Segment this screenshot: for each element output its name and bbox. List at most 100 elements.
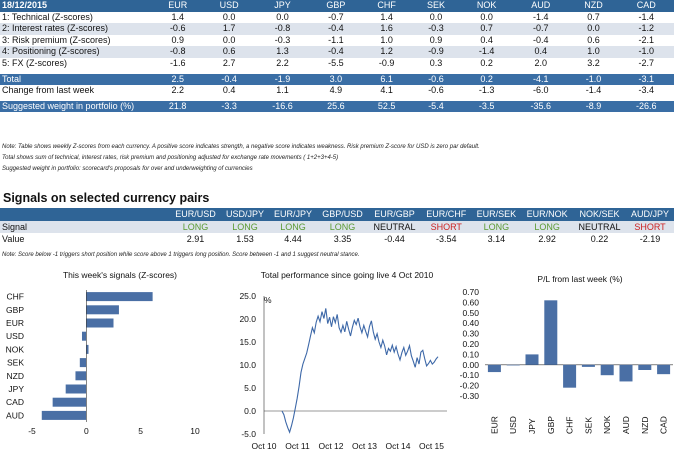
cell: 6.1 <box>361 73 412 86</box>
bar <box>581 364 595 367</box>
cell: 1.4 <box>171 11 184 22</box>
cell: -0.9 <box>378 57 395 68</box>
col-header: SEK <box>411 0 461 12</box>
report-date: 18/12/2015 <box>0 0 152 12</box>
value-cell: 1.53 <box>236 234 254 244</box>
cell: -26.6 <box>618 100 674 113</box>
x-tick-label: Oct 11 <box>285 441 310 451</box>
x-tick-label: Oct 13 <box>352 441 377 451</box>
y-tick-label: 25.0 <box>239 291 256 301</box>
y-tick-label: 0.70 <box>462 287 479 297</box>
scorecard-table: 18/12/2015 EUR USD JPY GBP CHF SEK NOK A… <box>0 0 674 113</box>
x-tick-label: Oct 14 <box>385 441 410 451</box>
y-tick-label: -5.0 <box>241 429 256 439</box>
bar <box>79 358 87 368</box>
bar <box>75 371 87 381</box>
row-label: 2: Interest rates (Z-scores) <box>0 23 152 35</box>
y-tick-label: 15.0 <box>239 337 256 347</box>
y-tick-label: -0.20 <box>460 381 480 391</box>
y-tick-label: 0.00 <box>462 360 479 370</box>
cell: -5.4 <box>411 100 461 113</box>
cell: -5.5 <box>328 57 344 68</box>
cell: -0.6 <box>411 73 461 86</box>
cell: 0.0 <box>222 11 236 22</box>
value-cell: -3.54 <box>436 234 457 244</box>
category-label: GBP <box>6 305 24 315</box>
y-tick-label: 10.0 <box>239 360 256 370</box>
category-label: EUR <box>6 318 24 328</box>
value-cell: -0.44 <box>384 234 405 244</box>
col-header: NZD <box>568 0 619 12</box>
pair-header: EUR/JPY <box>269 208 317 221</box>
value-cell: 3.14 <box>487 234 506 244</box>
cell: -2.7 <box>638 57 654 68</box>
pair-header: EUR/SEK <box>471 208 522 221</box>
cell: 1.6 <box>361 23 412 35</box>
x-tick-label: 10 <box>190 426 200 436</box>
cell: 1.3 <box>254 46 311 58</box>
table-row: 5: FX (Z-scores) -1.6 2.7 2.2 -5.5 -0.9 … <box>0 58 674 70</box>
category-label: CHF <box>7 292 24 302</box>
total-row: Total 2.5 -0.4 -1.9 3.0 6.1 -0.6 0.2 -4.… <box>0 73 674 86</box>
cell: 52.5 <box>361 100 412 113</box>
col-header: JPY <box>254 0 311 12</box>
pair-header: EUR/GBP <box>368 208 422 221</box>
value-cell: 2.91 <box>186 234 205 244</box>
cell: -0.8 <box>152 46 204 58</box>
cell: 0.4 <box>480 34 493 45</box>
cell: 0.9 <box>171 34 184 45</box>
signal-cell: LONG <box>521 220 574 233</box>
pair-header: EUR/USD <box>170 208 222 221</box>
cell: 4.1 <box>380 85 393 96</box>
cell: -0.9 <box>411 46 461 58</box>
x-tick-label: 0 <box>84 426 89 436</box>
cell: -1.0 <box>618 46 674 58</box>
chart-title: Total performance since going live 4 Oct… <box>261 270 434 280</box>
cell: -3.5 <box>460 100 514 113</box>
category-label: JPY <box>8 384 24 394</box>
cell: -1.4 <box>532 11 549 22</box>
signal-cell: LONG <box>316 220 369 233</box>
cell: -1.9 <box>254 73 311 86</box>
bar <box>65 384 87 394</box>
change-row: Change from last week 2.2 0.4 1.1 4.9 4.… <box>0 85 674 97</box>
category-label: NOK <box>602 415 612 434</box>
bar <box>86 344 89 354</box>
value-cell: 2.92 <box>538 234 556 244</box>
cell: -0.6 <box>428 85 444 96</box>
value-cell: 3.35 <box>333 234 352 244</box>
category-label: NZD <box>7 371 24 381</box>
signal-cell: LONG <box>269 220 317 233</box>
signals-section-title: Signals on selected currency pairs <box>3 191 210 205</box>
x-tick-label: Oct 12 <box>318 441 343 451</box>
cell: 0.4 <box>222 85 236 96</box>
cell: 1.7 <box>203 23 255 35</box>
cell: -16.6 <box>254 100 311 113</box>
signal-cell: LONG <box>221 220 270 233</box>
cell: 0.4 <box>513 46 569 58</box>
col-header: USD <box>203 0 255 12</box>
value-row: Value 2.91 1.53 4.44 3.35 -0.44 -3.54 3.… <box>0 233 674 246</box>
y-tick-label: 0.20 <box>462 339 479 349</box>
cell: -0.3 <box>274 34 291 45</box>
y-tick-label: 0.40 <box>462 318 479 328</box>
cell: 2.2 <box>276 57 289 68</box>
cell: 0.3 <box>429 57 443 68</box>
cell: -0.7 <box>513 23 569 35</box>
cell: -0.4 <box>532 34 549 45</box>
cell: -1.2 <box>618 23 674 35</box>
y-tick-label: 0.60 <box>462 297 479 307</box>
cell: 1.0 <box>568 46 619 58</box>
pair-header: EUR/NOK <box>521 208 574 221</box>
value-cell: -2.19 <box>639 234 661 244</box>
cell: 4.9 <box>329 85 343 96</box>
cell: 0.7 <box>587 11 600 22</box>
cell: -3.3 <box>203 100 255 113</box>
signal-cell: NEUTRAL <box>368 220 422 233</box>
signal-cell: SHORT <box>626 220 674 233</box>
y-unit-label: % <box>264 295 272 305</box>
cell: -4.1 <box>513 73 569 86</box>
cell: 0.7 <box>460 23 514 35</box>
pair-header: AUD/JPY <box>626 208 674 221</box>
signals-note: Note: Score below -1 triggers short posi… <box>2 252 360 258</box>
